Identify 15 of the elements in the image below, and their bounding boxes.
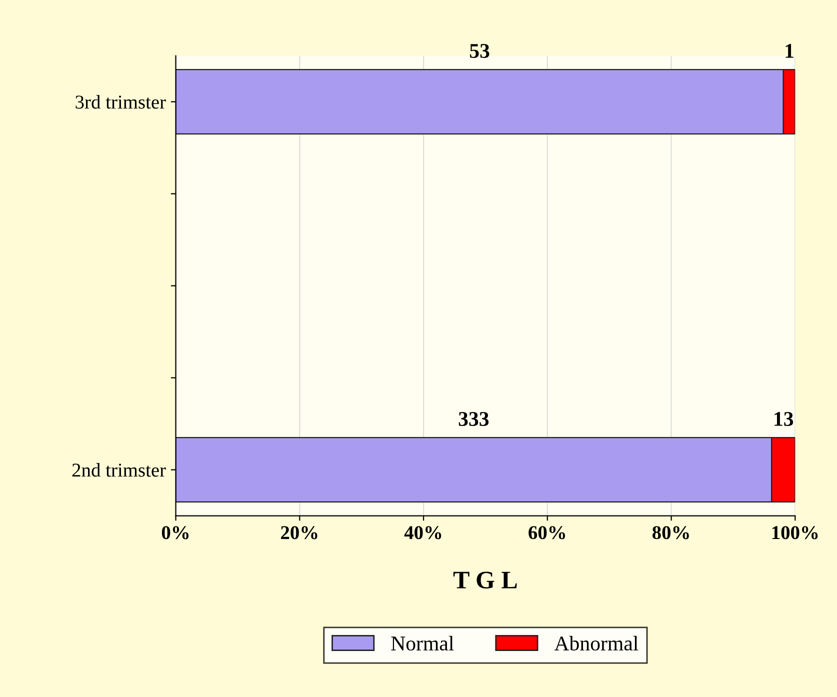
x-tick-label: 100% [772,526,818,540]
x-tick-label: 40% [404,526,442,540]
y-tick-label: 2nd trimster [72,463,166,477]
legend-label: Abnormal [554,636,638,651]
annotation: 53 [470,44,490,58]
annotation: 13 [774,412,794,426]
x-tick-label: 0% [162,526,189,540]
x-tick-label: 60% [528,526,566,540]
annotation: 1 [786,44,794,58]
x-tick-label: 20% [281,526,318,540]
y-tick-label: 3rd trimster [76,95,166,109]
x-tick-label: 80% [652,526,689,540]
legend-label: Normal [391,636,454,651]
annotation: 333 [458,412,489,426]
x-axis-title: T G L [453,572,517,589]
